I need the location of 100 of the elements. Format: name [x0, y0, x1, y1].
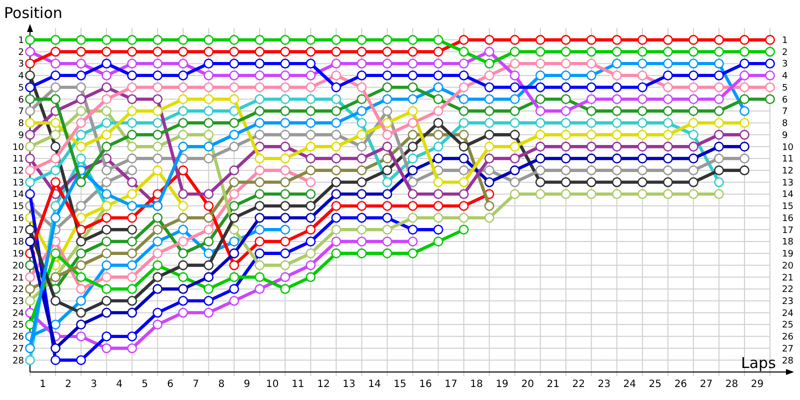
point	[50, 248, 60, 258]
point	[510, 189, 520, 200]
point	[714, 130, 724, 140]
point	[204, 260, 214, 270]
y-tick-label: 26	[12, 332, 24, 343]
point	[50, 296, 60, 306]
point	[458, 212, 469, 223]
point	[586, 58, 596, 69]
x-tick-label: 23	[598, 379, 611, 390]
point	[178, 189, 188, 200]
point	[637, 34, 648, 45]
point	[458, 34, 469, 45]
point	[76, 58, 86, 69]
point	[331, 200, 342, 211]
point	[740, 46, 750, 57]
point	[152, 248, 163, 258]
point	[76, 34, 86, 45]
point	[382, 106, 392, 116]
point	[204, 142, 214, 152]
point	[152, 260, 163, 270]
point	[458, 130, 469, 140]
point	[306, 82, 316, 92]
point	[25, 189, 35, 200]
point	[331, 154, 342, 164]
point	[560, 94, 571, 104]
point	[535, 177, 546, 188]
x-tick-label: 8	[218, 379, 225, 390]
point	[458, 200, 469, 211]
point	[714, 94, 724, 104]
point	[433, 46, 444, 57]
point	[458, 224, 469, 235]
point	[714, 165, 724, 176]
point	[152, 272, 163, 282]
point	[356, 165, 367, 176]
point	[637, 154, 648, 164]
x-tick-label: 22	[572, 379, 585, 390]
point	[102, 331, 112, 342]
point	[765, 70, 775, 80]
point	[484, 130, 494, 140]
y2-tick-label: 23	[782, 296, 794, 307]
point	[102, 94, 112, 104]
y-axis-title: Position	[4, 4, 62, 22]
point	[127, 70, 138, 80]
point	[612, 34, 622, 45]
point	[714, 46, 724, 57]
point	[510, 106, 520, 116]
y2-tick-label: 20	[782, 261, 794, 272]
point	[178, 212, 188, 223]
y2-tick-label: 26	[782, 332, 794, 343]
point	[254, 34, 265, 45]
point	[637, 177, 648, 188]
point	[433, 154, 444, 164]
point	[280, 118, 290, 128]
point	[612, 177, 622, 188]
point	[127, 272, 138, 282]
point	[25, 34, 35, 45]
point	[50, 154, 60, 164]
point	[306, 260, 316, 270]
point	[535, 34, 546, 45]
point	[280, 165, 290, 176]
point	[178, 200, 188, 211]
point	[510, 70, 520, 80]
point	[178, 224, 188, 235]
point	[484, 118, 494, 128]
point	[204, 130, 214, 140]
point	[408, 46, 418, 57]
point	[280, 82, 290, 92]
point	[740, 58, 750, 69]
point	[50, 177, 60, 188]
point	[356, 46, 367, 57]
point	[127, 343, 138, 354]
point	[331, 58, 342, 69]
point	[127, 118, 138, 128]
point	[688, 106, 698, 116]
point	[50, 343, 60, 354]
point	[586, 34, 596, 45]
point	[408, 118, 418, 128]
y-tick-label: 23	[12, 296, 24, 307]
point	[306, 106, 316, 116]
point	[229, 46, 240, 57]
point	[25, 58, 35, 69]
point	[560, 58, 571, 69]
point	[280, 58, 290, 69]
point	[25, 343, 35, 354]
point	[560, 82, 571, 92]
point	[662, 154, 673, 164]
point	[50, 212, 60, 223]
point	[740, 82, 750, 92]
point	[484, 106, 494, 116]
point	[25, 236, 35, 246]
point	[76, 224, 86, 235]
point	[229, 189, 240, 200]
x-axis-title: Laps	[741, 354, 776, 372]
point	[229, 248, 240, 258]
point	[586, 70, 596, 80]
point	[510, 34, 520, 45]
point	[306, 58, 316, 69]
point	[662, 94, 673, 104]
point	[688, 130, 698, 140]
y2-tick-label: 14	[782, 190, 794, 200]
